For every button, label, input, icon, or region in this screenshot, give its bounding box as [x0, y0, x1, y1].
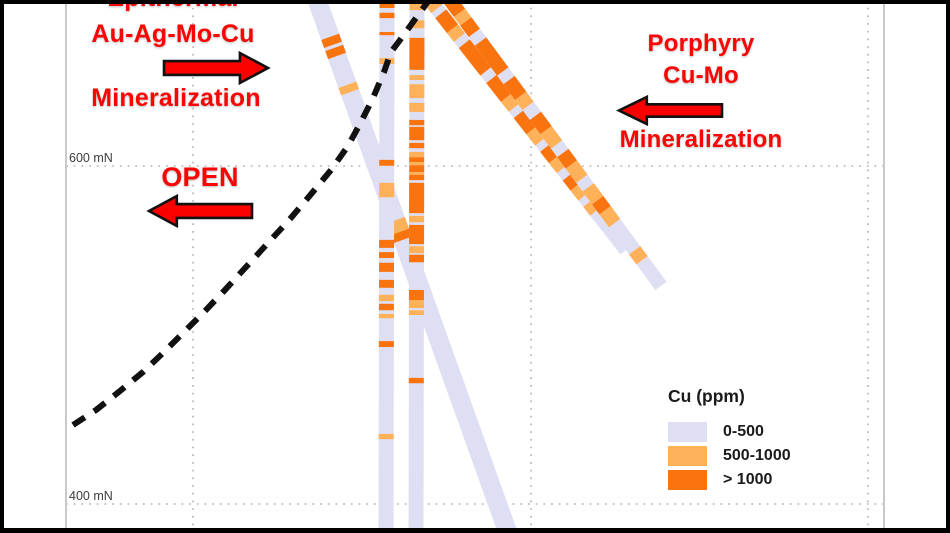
assay-band-mid — [338, 81, 359, 96]
assay-band-high — [458, 39, 492, 76]
arrow-porphyry — [616, 94, 724, 127]
assay-band-mid — [447, 24, 465, 42]
assay-band-mid — [453, 8, 472, 26]
open-boundary-dashed-line — [71, 0, 432, 428]
assay-band-mid — [526, 125, 547, 146]
legend-item-label: > 1000 — [723, 471, 773, 488]
assay-band-high — [474, 37, 509, 76]
legend-item-label: 0-500 — [723, 423, 764, 440]
assay-band-mid — [570, 181, 590, 201]
assay-band-high — [325, 44, 346, 60]
assay-band-high — [562, 171, 582, 191]
legend-swatch-low — [668, 422, 707, 442]
assay-band-mid — [540, 125, 563, 149]
legend-swatch-mid — [668, 446, 707, 466]
arrow-open — [146, 193, 254, 229]
arrow-epithermal — [162, 50, 271, 86]
legend-rows: 0-500 500-1000 > 1000 — [668, 421, 791, 491]
assay-band-high — [444, 0, 466, 18]
assay-band-mid — [628, 246, 648, 265]
assay-band-high — [460, 17, 480, 38]
assay-band-mid — [500, 93, 520, 112]
assay-band-mid — [548, 154, 568, 174]
assay-band-mid — [565, 160, 588, 183]
assay-band-mid — [515, 91, 534, 110]
assay-band-high — [503, 75, 527, 100]
assay-band-mid — [599, 206, 621, 228]
assay-band-high — [435, 9, 459, 34]
assay-band-high — [513, 109, 538, 135]
assay-band-high — [540, 143, 560, 164]
assay-band-mid — [386, 216, 410, 236]
legend-item: > 1000 — [668, 469, 791, 491]
legend: Cu (ppm) 0-500 500-1000 > 1000 — [668, 386, 791, 493]
assay-band-high — [557, 148, 577, 169]
assay-band-mid — [424, 0, 443, 14]
assay-band-high — [592, 196, 611, 215]
legend-item-label: 500-1000 — [723, 447, 791, 464]
assay-band-mid — [583, 198, 602, 216]
assay-band-high — [321, 33, 342, 48]
legend-item: 0-500 — [668, 421, 791, 443]
legend-item: 500-1000 — [668, 445, 791, 467]
assay-band-high — [391, 228, 412, 244]
assay-band-high — [529, 111, 552, 135]
assay-band-high — [486, 74, 512, 102]
legend-title: Cu (ppm) — [668, 386, 745, 406]
legend-swatch-high — [668, 470, 707, 490]
assay-band-mid — [582, 183, 604, 205]
